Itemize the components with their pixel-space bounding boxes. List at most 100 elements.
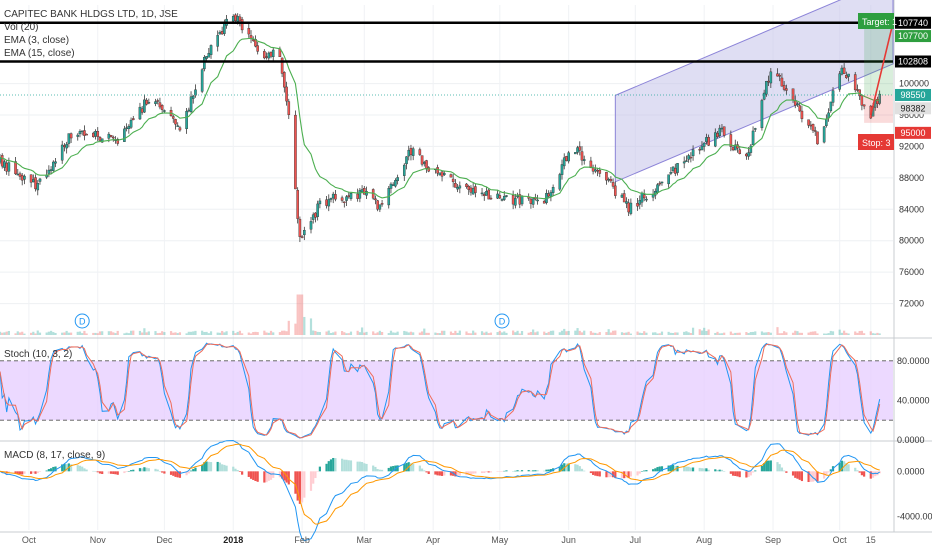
stop-box[interactable] (858, 134, 894, 150)
macd-histogram-bar (163, 471, 166, 474)
macd-histogram-bar (487, 471, 490, 473)
macd-histogram-bar (512, 471, 515, 472)
volume-bar (263, 330, 266, 335)
candle (842, 63, 846, 74)
candle (23, 174, 26, 185)
macd-histogram-bar (558, 466, 561, 472)
macd-histogram-bar (520, 470, 524, 472)
macd-histogram-bar (467, 471, 470, 475)
candle-body (480, 192, 484, 195)
candle-body (374, 198, 377, 201)
price-tag-98550-text: 98550 (900, 90, 925, 100)
candle-body (92, 132, 95, 138)
macd-histogram-bar (707, 469, 710, 472)
volume-bar (145, 332, 148, 335)
grid-layer (0, 0, 932, 533)
candle (422, 160, 426, 167)
volume-bar (638, 332, 641, 335)
volume-bar (651, 332, 655, 335)
legend-vol[interactable]: Vol (20) (4, 22, 39, 33)
volume-bar (714, 332, 717, 335)
candle-body (567, 152, 570, 162)
legend-ema3[interactable]: EMA (3, close) (4, 35, 70, 46)
macd-histogram-bar (612, 471, 615, 478)
volume-bar (716, 331, 719, 335)
macd-histogram-bar (201, 464, 204, 472)
price-tag-95000-text: 95000 (900, 128, 925, 138)
signal-line[interactable] (0, 443, 880, 525)
candle (109, 135, 113, 138)
macd-histogram-bar (596, 471, 599, 477)
projection-line[interactable] (870, 22, 894, 116)
candle (651, 189, 655, 202)
macd-pane-label[interactable]: MACD (8, 17, close, 9) (4, 450, 106, 461)
volume-bar (671, 332, 675, 335)
macd-histogram-bar (192, 469, 195, 472)
macd-histogram-bar (676, 465, 679, 472)
macd-histogram-bar (536, 470, 539, 472)
candle-body (689, 156, 693, 159)
macd-histogram-bar (318, 466, 321, 472)
candle (171, 114, 175, 123)
macd-histogram-bar (225, 465, 228, 472)
candle (207, 47, 211, 58)
candle-body (220, 31, 224, 35)
ema15-line[interactable] (0, 37, 880, 200)
parallel-channel[interactable] (614, 0, 894, 183)
candle (669, 167, 673, 176)
volume-bar (201, 330, 204, 335)
volume-bar (845, 332, 848, 335)
volume-bar (612, 330, 615, 335)
candle-body (203, 56, 206, 70)
candle-body (551, 187, 555, 193)
dividend-marker[interactable] (494, 313, 510, 329)
candle-body (300, 236, 304, 238)
stoch-d-line[interactable] (0, 343, 881, 439)
volume-bar (854, 331, 857, 335)
macd-histogram-bar (456, 471, 459, 477)
candle (185, 107, 188, 134)
symbol-title[interactable]: CAPITEC BANK HLDGS LTD, 1D, JSE (4, 9, 178, 20)
macd-line[interactable] (0, 439, 880, 542)
macd-histogram-bar (454, 471, 457, 477)
dividend-marker[interactable] (74, 313, 90, 329)
candle-body (676, 163, 679, 173)
candle-body (314, 212, 317, 218)
stoch-axis-label: 80.0000 (897, 356, 930, 366)
candle (294, 110, 297, 190)
target-box[interactable] (858, 13, 894, 29)
price-axis-label: 88000 (899, 173, 924, 183)
candle (269, 51, 273, 59)
candle-body (156, 100, 160, 102)
stop-zone[interactable] (864, 94, 893, 123)
stoch-pane-label[interactable]: Stoch (10, 3, 2) (4, 349, 73, 360)
candle (811, 123, 815, 133)
legend-ema15[interactable]: EMA (15, close) (4, 48, 75, 59)
candle (514, 193, 517, 209)
candle (440, 171, 444, 182)
candle (707, 134, 710, 147)
volume-bar (425, 332, 428, 335)
candle (169, 106, 173, 117)
candle (853, 71, 857, 93)
candle (389, 182, 393, 194)
candle-body (729, 134, 733, 147)
candles-layer (0, 13, 881, 243)
volume-bar (767, 332, 770, 335)
candle (551, 184, 555, 196)
macd-histogram-bar (691, 467, 695, 472)
macd-histogram-bar (236, 470, 239, 472)
volume-bar (207, 333, 210, 335)
candle (800, 105, 804, 123)
candle-body (682, 161, 686, 164)
macd-histogram-bar (92, 470, 95, 472)
volume-bar (238, 330, 242, 335)
candle-body (576, 147, 579, 153)
candle-body (38, 178, 42, 182)
macd-histogram-bar (643, 470, 646, 472)
volume-bar (843, 330, 846, 335)
stop-box-label: Stop: 3 (862, 138, 891, 148)
macd-histogram-bar (218, 462, 222, 472)
